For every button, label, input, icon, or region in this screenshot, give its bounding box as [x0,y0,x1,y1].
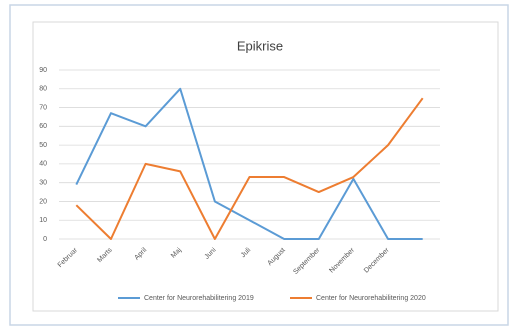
legend-label: Center for Neurorehabilitering 2019 [144,295,254,302]
y-tick-label: 20 [39,198,47,205]
series-line [75,97,424,240]
y-tick-label: 0 [43,236,47,243]
y-tick-label: 70 [39,104,47,111]
chart-title: Epikrise [237,38,283,53]
y-tick-label: 60 [39,123,47,130]
y-tick-label: 40 [39,161,47,168]
y-tick-label: 80 [39,86,47,93]
y-tick-label: 10 [39,217,47,224]
chart-frame [32,21,499,312]
y-tick-label: 30 [39,180,47,187]
y-tick-label: 50 [39,142,47,149]
series-line [75,87,423,240]
y-tick-label: 90 [39,67,47,74]
legend-label: Center for Neurorehabilitering 2020 [316,295,426,302]
